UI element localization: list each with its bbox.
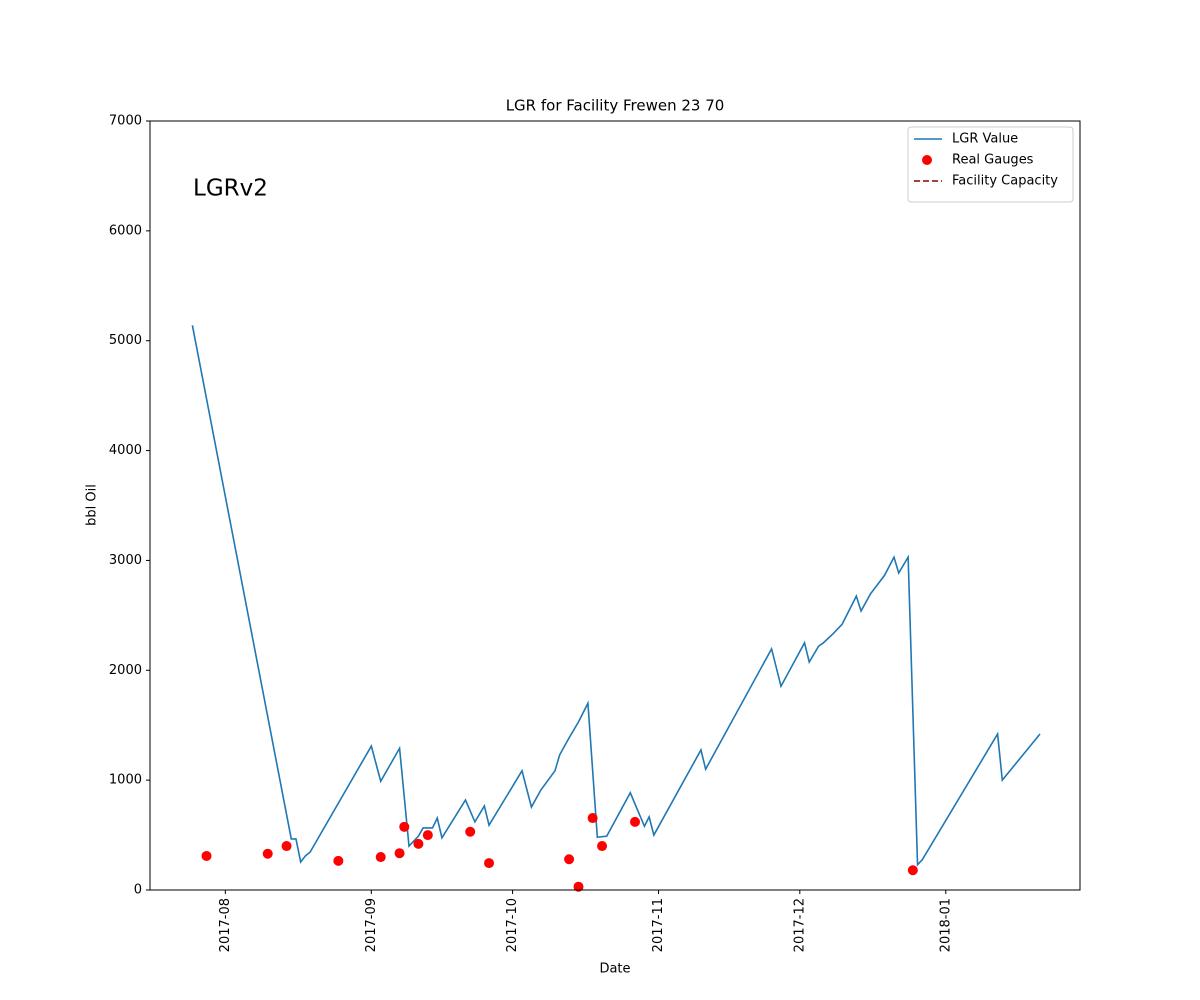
x-tick-label: 2017-10 [505, 898, 520, 952]
data-line [191, 325, 1041, 867]
x-tick-label: 2017-12 [792, 898, 807, 952]
legend-marker [922, 155, 932, 165]
data-point [484, 858, 495, 869]
y-tick-label: 6000 [109, 223, 142, 238]
data-point [422, 830, 433, 841]
data-point [281, 841, 292, 852]
data-point [413, 838, 424, 849]
data-point [399, 821, 410, 832]
y-tick-label: 7000 [109, 114, 142, 129]
legend-label: LGR Value [952, 132, 1018, 147]
y-axis-label: bbl Oil [85, 484, 100, 526]
y-tick-label: 3000 [109, 553, 142, 568]
data-point [907, 865, 918, 876]
data-point [394, 848, 405, 859]
data-point [597, 841, 608, 852]
legend-label: Facility Capacity [952, 174, 1058, 189]
data-point [375, 852, 386, 863]
y-tick-label: 0 [134, 883, 142, 898]
x-axis-label: Date [599, 962, 630, 977]
data-point [333, 855, 344, 866]
x-tick-label: 2017-09 [364, 898, 379, 952]
data-point [262, 848, 273, 859]
data-point [465, 826, 476, 837]
data-point [201, 850, 212, 861]
data-point [587, 813, 598, 824]
y-tick-label: 4000 [109, 443, 142, 458]
y-tick-label: 1000 [109, 773, 142, 788]
annotation: LGRv2 [193, 176, 268, 202]
legend-label: Real Gauges [952, 153, 1034, 168]
x-tick-label: 2017-11 [651, 898, 666, 952]
data-point [630, 816, 641, 827]
data-point [573, 881, 584, 892]
chart-title: LGR for Facility Frewen 23 70 [506, 97, 725, 115]
x-tick-label: 2017-08 [218, 898, 233, 952]
legend-box [907, 126, 1074, 203]
y-tick-label: 5000 [109, 333, 142, 348]
y-tick-label: 2000 [109, 663, 142, 678]
data-point [564, 854, 575, 865]
x-tick-label: 2018-01 [938, 898, 953, 952]
plot-frame [149, 120, 1081, 891]
